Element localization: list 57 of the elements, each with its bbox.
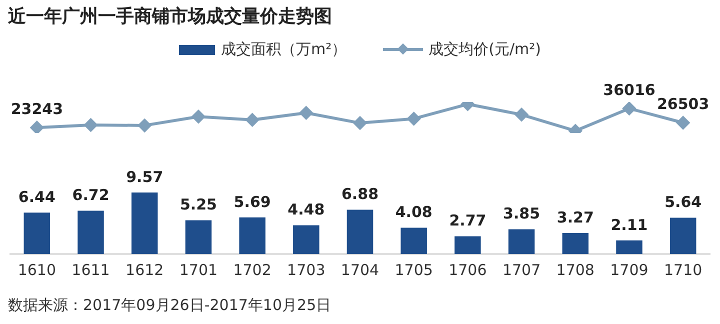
data-label: 3.27 bbox=[556, 208, 594, 226]
x-tick-label: 1611 bbox=[72, 260, 110, 279]
point bbox=[138, 118, 152, 132]
bar bbox=[616, 240, 642, 254]
point bbox=[192, 110, 205, 124]
bar bbox=[185, 220, 212, 254]
bar bbox=[562, 232, 589, 254]
data-label: 5.25 bbox=[180, 196, 217, 214]
data-label: 6.88 bbox=[341, 185, 379, 204]
bar bbox=[670, 218, 696, 254]
x-tick-label: 1704 bbox=[340, 260, 380, 279]
x-tick-label: 1705 bbox=[394, 260, 433, 279]
bar bbox=[346, 210, 374, 254]
bar bbox=[239, 217, 266, 254]
data-label: 36016 bbox=[603, 80, 656, 99]
x-tick-label: 1706 bbox=[448, 260, 487, 279]
point bbox=[515, 108, 528, 122]
legend-label: 成交均价(元/m²) bbox=[428, 40, 541, 59]
x-tick-label: 1710 bbox=[664, 260, 702, 279]
data-label: 4.08 bbox=[395, 203, 432, 222]
point bbox=[300, 106, 313, 120]
data-label: 4.48 bbox=[288, 200, 325, 219]
data-label: 9.57 bbox=[126, 168, 164, 186]
point bbox=[84, 118, 98, 132]
data-label: 26503 bbox=[656, 95, 710, 114]
x-tick-label: 1707 bbox=[502, 260, 541, 279]
x-tick-label: 1702 bbox=[233, 260, 272, 279]
bar bbox=[131, 192, 158, 254]
source-note: 数据来源：2017年09月26日-2017年10月25日 bbox=[8, 296, 332, 315]
x-tick-label: 1703 bbox=[287, 260, 326, 279]
chart-title: 近一年广州一手商铺市场成交量价走势图 bbox=[8, 5, 332, 28]
x-tick-label: 1708 bbox=[556, 260, 594, 279]
bar bbox=[24, 212, 50, 254]
x-tick-label: 1709 bbox=[610, 260, 648, 279]
data-label: 23243 bbox=[10, 100, 64, 118]
bar bbox=[400, 228, 427, 254]
data-label: 5.64 bbox=[664, 193, 702, 212]
point bbox=[354, 116, 366, 130]
bar bbox=[293, 225, 320, 254]
bar bbox=[78, 210, 104, 254]
data-label: 2.11 bbox=[610, 216, 648, 234]
legend-label: 成交面积（万m²） bbox=[220, 40, 347, 59]
x-tick-label: 1701 bbox=[179, 260, 218, 279]
data-label: 5.69 bbox=[234, 192, 271, 211]
point bbox=[622, 102, 636, 115]
x-tick-label: 1610 bbox=[18, 260, 56, 279]
point bbox=[407, 112, 420, 126]
bar bbox=[508, 229, 535, 254]
point bbox=[676, 116, 690, 130]
data-label: 6.44 bbox=[18, 188, 56, 206]
point bbox=[30, 121, 44, 133]
x-tick-label: 1612 bbox=[126, 260, 164, 279]
bar bbox=[454, 236, 481, 254]
point bbox=[246, 113, 259, 126]
data-label: 6.72 bbox=[72, 186, 110, 204]
data-label: 2.77 bbox=[449, 212, 486, 230]
data-label: 3.85 bbox=[503, 204, 540, 223]
